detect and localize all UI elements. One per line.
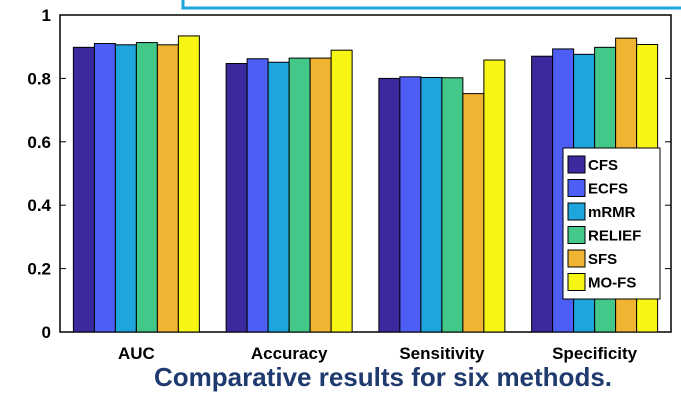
- y-tick-label: 0: [42, 323, 51, 342]
- bar-cfs-sensitivity: [378, 77, 401, 333]
- legend-swatch-sfs: [567, 249, 586, 268]
- bar-mrmr-sensitivity: [420, 76, 443, 333]
- x-tick-label: Sensitivity: [399, 344, 485, 363]
- legend-label-cfs: CFS: [588, 157, 618, 174]
- legend-swatch-ecfs: [567, 179, 586, 197]
- bar-mo-fs-accuracy: [330, 49, 353, 333]
- y-axis: 0 0.2 0.4 0.6 0.8 1: [27, 6, 671, 342]
- top-decoration-box: [181, 0, 681, 10]
- bar-relief-sensitivity: [441, 77, 464, 333]
- legend-label-ecfs: ECFS: [588, 181, 628, 198]
- axes-box: [59, 14, 672, 333]
- legend-label-relief: RELIEF: [588, 228, 641, 245]
- bar-sfs-sensitivity: [462, 93, 485, 333]
- legend-label-mo-fs: MO-FS: [588, 275, 636, 292]
- bar-sfs-auc: [156, 44, 179, 333]
- x-tick-label: Accuracy: [251, 344, 328, 363]
- bar-relief-auc: [135, 42, 158, 333]
- legend-label-mrmr: mRMR: [588, 204, 636, 221]
- bar-mrmr-accuracy: [267, 61, 290, 333]
- legend-label-sfs: SFS: [588, 251, 617, 268]
- y-tick-label: 0.8: [27, 69, 51, 88]
- legend: CFS ECFS mRMR RELIEF SFS MO-FS: [562, 147, 661, 300]
- legend-swatch-cfs: [567, 155, 586, 174]
- x-axis: AUC Accuracy Sensitivity Specificity: [118, 327, 638, 363]
- legend-swatch-mrmr: [567, 202, 586, 221]
- bar-cfs-accuracy: [225, 63, 248, 333]
- bar-sfs-accuracy: [309, 57, 332, 333]
- legend-swatch-relief: [567, 226, 586, 244]
- x-tick-label: Specificity: [552, 344, 638, 363]
- x-tick-label: AUC: [118, 344, 155, 363]
- legend-swatch-mo-fs: [567, 273, 586, 291]
- bar-cfs-specificity: [531, 55, 554, 333]
- y-tick-label: 0.2: [27, 260, 51, 279]
- bar-mo-fs-sensitivity: [483, 59, 506, 333]
- bar-ecfs-auc: [93, 43, 116, 333]
- plot-area: [59, 14, 672, 333]
- bar-mrmr-auc: [114, 44, 137, 333]
- bar-mo-fs-auc: [177, 35, 200, 333]
- bar-ecfs-sensitivity: [399, 76, 422, 333]
- bar-relief-accuracy: [288, 57, 311, 333]
- bar-cfs-auc: [72, 46, 95, 333]
- y-tick-label: 0.4: [27, 196, 51, 215]
- chart-title: Comparative results for six methods.: [154, 362, 612, 392]
- bar-ecfs-accuracy: [246, 58, 269, 333]
- y-tick-label: 0.6: [27, 133, 51, 152]
- y-tick-label: 1: [42, 6, 51, 25]
